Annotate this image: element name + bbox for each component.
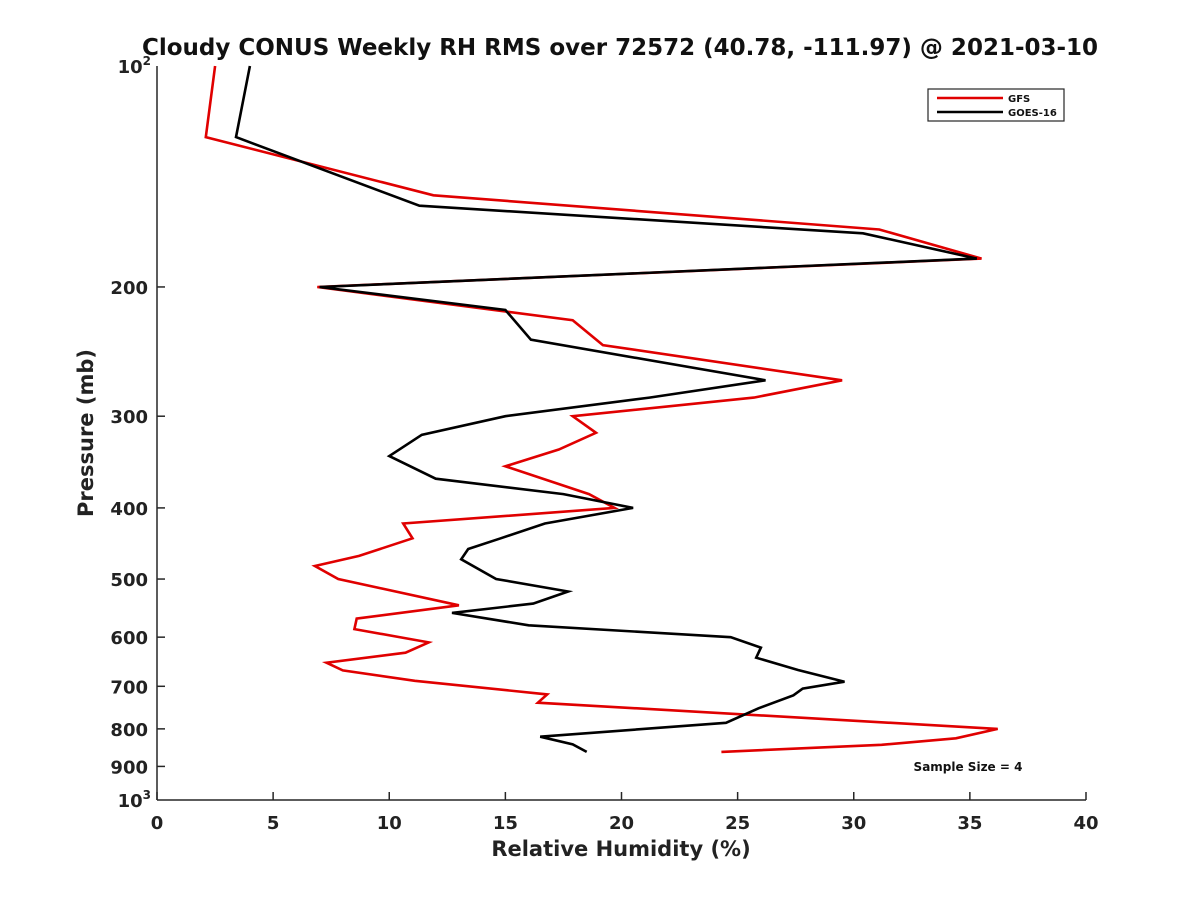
x-tick-label: 10 (377, 813, 402, 834)
y-tick-label: 300 (110, 407, 148, 428)
sample-size-annotation: Sample Size = 4 (914, 760, 1023, 774)
y-tick-label: 103 (118, 788, 151, 812)
y-tick-label: 102 (118, 54, 151, 78)
legend: GFS GOES-16 (927, 88, 1065, 122)
legend-label-gfs: GFS (1008, 94, 1030, 105)
plot-area (157, 66, 1086, 800)
x-tick-label: 15 (493, 813, 518, 834)
x-tick-label: 40 (1073, 813, 1098, 834)
x-tick-label: 5 (267, 813, 280, 834)
series-line-gfs (204, 65, 998, 754)
y-axis-ticks: 200 300 400 500 600 700 800 900 102 103 (110, 54, 165, 812)
y-tick-label: 800 (110, 720, 148, 741)
legend-box (927, 88, 1065, 122)
x-axis-ticks: 0 5 10 15 20 25 30 35 40 (151, 792, 1099, 834)
series-line-goes16 (234, 65, 978, 754)
x-tick-label: 0 (151, 813, 164, 834)
series-layer (204, 65, 998, 754)
x-tick-label: 35 (957, 813, 982, 834)
y-tick-label: 600 (110, 628, 148, 649)
y-tick-label: 900 (110, 757, 148, 778)
legend-label-goes16: GOES-16 (1008, 108, 1057, 119)
y-tick-label: 700 (110, 677, 148, 698)
y-axis-label: Pressure (mb) (74, 349, 98, 517)
x-tick-label: 20 (609, 813, 634, 834)
x-axis-label: Relative Humidity (%) (491, 837, 750, 861)
x-tick-label: 30 (841, 813, 866, 834)
y-tick-label: 200 (110, 278, 148, 299)
y-tick-label: 400 (110, 499, 148, 520)
x-tick-label: 25 (725, 813, 750, 834)
y-tick-label: 500 (110, 570, 148, 591)
chart-title: Cloudy CONUS Weekly RH RMS over 72572 (4… (142, 35, 1098, 61)
